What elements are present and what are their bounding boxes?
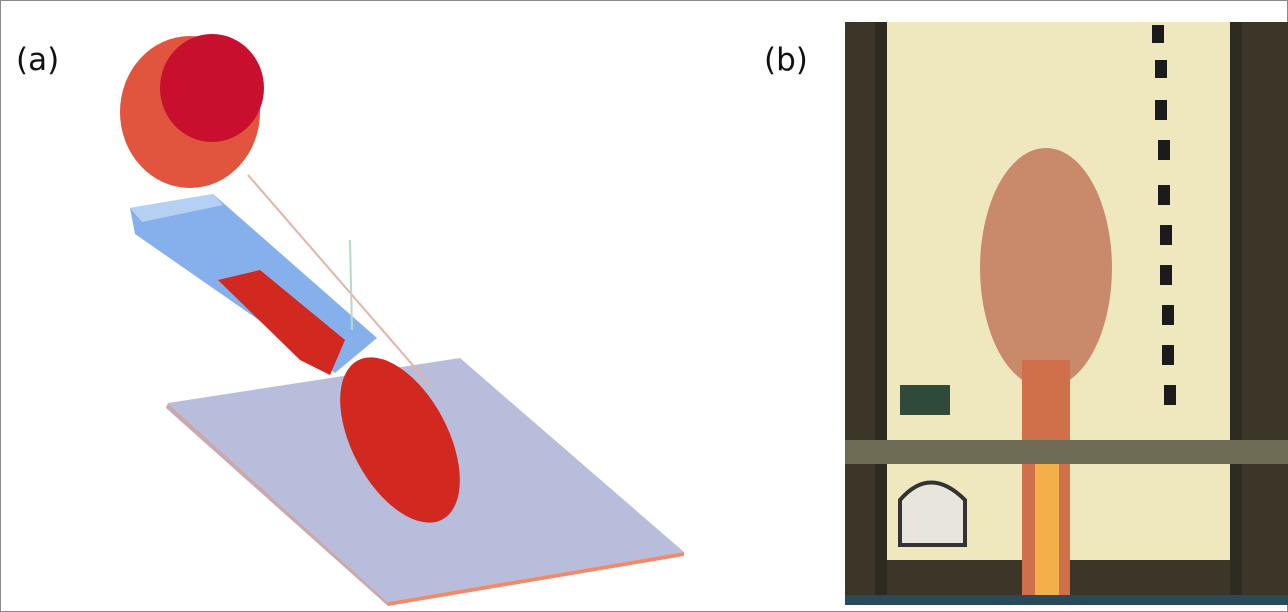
melt-glow (1035, 450, 1059, 600)
floor (845, 595, 1288, 605)
fixture (900, 483, 965, 546)
melt-spread (980, 148, 1112, 388)
ladle-opening (160, 34, 264, 142)
sign (900, 385, 950, 415)
panel-b-photo (845, 22, 1288, 605)
frame (1230, 22, 1242, 605)
page: (a) (b) (() => { const data = JSON.parse… (0, 0, 1288, 612)
frame (875, 22, 887, 605)
crossbar (845, 440, 1288, 464)
panel-label: (a) (16, 42, 59, 78)
panel-label: (b) (764, 42, 808, 78)
figure: (a) (b) (0, 0, 1288, 612)
